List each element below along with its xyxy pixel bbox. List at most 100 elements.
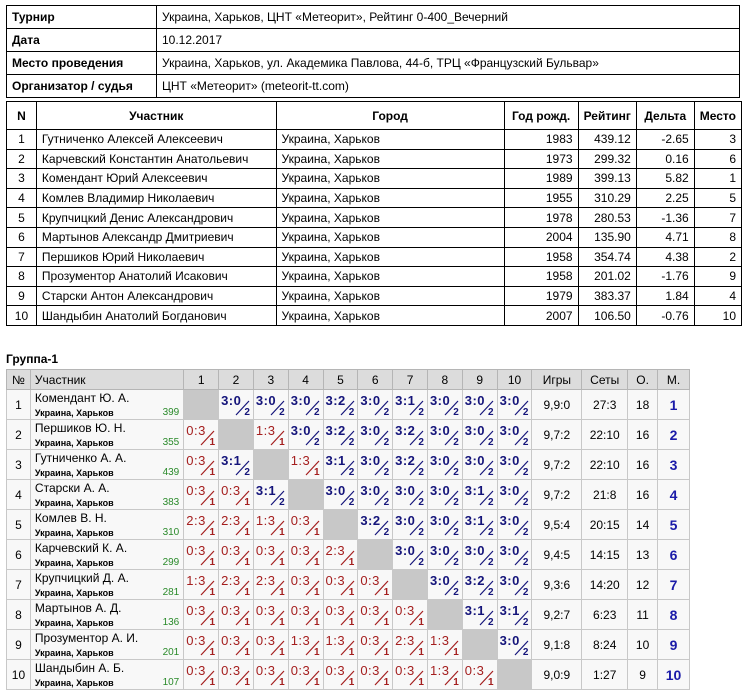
participants-cell: 1978 [503, 207, 579, 228]
info-value: Украина, Харьков, ЦНТ «Метеорит», Рейтин… [156, 5, 740, 29]
match-points: 2 [348, 407, 355, 418]
match-cell: 0:3 1 [461, 659, 498, 690]
match-score: 0:3 [290, 513, 311, 528]
diagonal-cell [322, 509, 359, 540]
match-score: 0:3 [255, 663, 276, 678]
match-points: 2 [522, 617, 529, 628]
participants-cell: Украина, Харьков [275, 207, 505, 228]
grid-header-col: 2 [218, 369, 254, 390]
player-rating: 299 [162, 557, 180, 568]
points-cell: 18 [627, 389, 659, 420]
player-name: Гутниченко А. А. [34, 451, 127, 465]
player-city: Украина, Харьков [34, 438, 114, 448]
table-row: 4 Комлев Владимир Николаевич Украина, Харь… [6, 187, 743, 209]
match-cell: 3:0 2 [426, 569, 463, 600]
match-cell: 3:0 2 [392, 479, 428, 510]
match-score: 3:2 [395, 453, 416, 468]
match-points: 1 [313, 557, 320, 568]
slash-divider [270, 550, 285, 566]
match-cell: 1:3 1 [183, 569, 220, 600]
place-cell: 10 [657, 659, 690, 690]
match-cell: 3:0 2 [461, 419, 498, 450]
participants-cell: 1973 [503, 148, 579, 170]
tournament-info-table: Турнир Украина, Харьков, ЦНТ «Метеорит», … [6, 5, 740, 98]
match-cell: 0:3 1 [287, 539, 324, 570]
match-cell: 3:0 2 [218, 389, 254, 420]
match-score: 0:3 [186, 633, 206, 648]
participants-cell: 106.50 [577, 305, 637, 326]
match-points: 1 [209, 527, 216, 538]
participants-cell: Украина, Харьков [275, 168, 505, 189]
match-cell: 3:1 2 [461, 479, 498, 510]
match-score: 3:1 [464, 513, 486, 528]
player-name: Крупчицкий Д. А. [34, 571, 129, 585]
slash-divider [514, 640, 529, 656]
match-cell: 3:0 2 [392, 509, 428, 540]
match-points: 1 [383, 587, 390, 598]
match-cell: 3:1 2 [461, 599, 498, 630]
match-score: 3:0 [429, 453, 451, 468]
table-row: 5 Комлев В. Н. Украина, Харьков 310 2:3 1 2:3 1… [6, 509, 690, 540]
participants-cell: 2 [6, 148, 37, 170]
slash-divider [270, 520, 285, 536]
match-score: 3:0 [499, 423, 520, 438]
match-points: 1 [313, 617, 320, 628]
match-points: 1 [313, 647, 320, 658]
slash-divider [200, 520, 215, 536]
match-cell: 3:1 2 [322, 449, 359, 480]
grid-header-sets: Сеты [581, 369, 629, 390]
match-score: 3:2 [395, 423, 416, 438]
match-points: 1 [279, 587, 285, 598]
match-points: 1 [209, 617, 216, 628]
slash-divider [340, 580, 354, 596]
participants-table: N Участник Город Год рожд. Рейтинг Дельта Мест… [6, 101, 743, 326]
match-points: 2 [522, 647, 529, 658]
match-points: 2 [244, 467, 250, 478]
participants-cell: 1 [6, 129, 37, 150]
games-cell: 9,9:0 [531, 389, 583, 420]
match-points: 1 [209, 467, 216, 478]
match-points: 1 [313, 527, 320, 538]
match-points: 1 [279, 617, 285, 628]
table-row: 2 Карчевский Константин Анатольевич Украин… [6, 148, 743, 170]
player-name: Старски А. А. [34, 481, 110, 495]
match-cell: 3:0 2 [287, 389, 324, 420]
match-cell: 0:3 1 [218, 629, 254, 660]
slash-divider [479, 490, 494, 506]
info-key: Дата [6, 28, 157, 52]
match-cell: 0:3 1 [183, 449, 220, 480]
match-cell: 0:3 1 [392, 599, 428, 630]
slash-divider [444, 430, 459, 446]
sets-cell: 22:10 [581, 419, 629, 450]
match-points: 1 [279, 677, 285, 688]
place-cell: 4 [657, 479, 690, 510]
match-cell: 3:1 2 [461, 509, 498, 540]
match-score: 0:3 [395, 603, 415, 618]
player-cell: Мартынов А. Д. Украина, Харьков 136 [29, 599, 185, 630]
slash-divider [444, 550, 459, 566]
match-score: 3:0 [395, 513, 416, 528]
match-score: 3:0 [464, 543, 486, 558]
points-cell: 10 [627, 629, 659, 660]
slash-divider [270, 670, 285, 686]
match-score: 3:0 [499, 453, 520, 468]
match-cell: 1:3 1 [287, 449, 324, 480]
match-cell: 3:0 2 [426, 509, 463, 540]
match-score: 3:0 [395, 483, 416, 498]
match-points: 2 [522, 557, 529, 568]
match-cell: 3:0 2 [392, 539, 428, 570]
player-city: Украина, Харьков [34, 588, 114, 598]
table-row: 1 Гутниченко Алексей Алексеевич Украина, Х… [6, 129, 743, 150]
match-score: 3:0 [464, 393, 486, 408]
match-points: 2 [453, 587, 459, 598]
slash-divider [374, 460, 389, 476]
match-score: 3:0 [360, 453, 381, 468]
player-cell: Комлев В. Н. Украина, Харьков 310 [29, 509, 185, 540]
match-cell: 3:2 2 [322, 389, 359, 420]
slash-divider [374, 580, 389, 596]
player-name: Комлев В. Н. [34, 511, 107, 525]
match-cell: 1:3 1 [287, 629, 324, 660]
match-cell: 3:0 2 [322, 479, 359, 510]
match-cell: 0:3 1 [218, 539, 254, 570]
match-score: 3:0 [429, 483, 451, 498]
